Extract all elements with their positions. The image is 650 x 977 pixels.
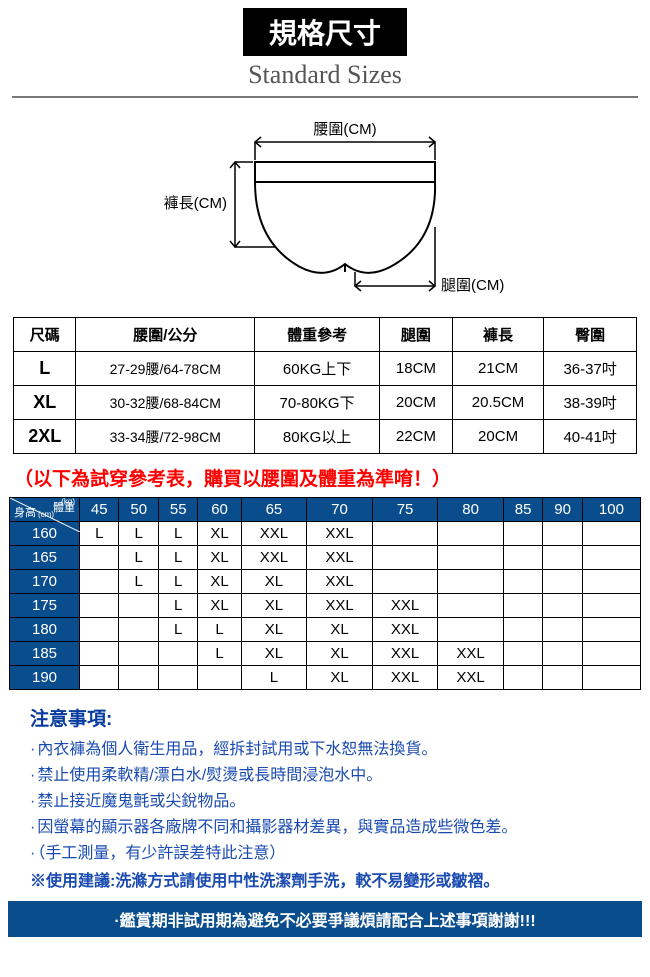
weight-header: 65 (241, 498, 307, 522)
height-header: 185 (10, 642, 80, 666)
notes-block: 注意事項: 內衣褲為個人衛生用品，經拆封試用或下水恕無法換貨。禁止使用柔軟精/漂… (30, 704, 620, 891)
title-en: Standard Sizes (0, 60, 650, 90)
height-header: 170 (10, 570, 80, 594)
height-header: 165 (10, 546, 80, 570)
weight-header: 75 (372, 498, 438, 522)
table-row: 185LXLXLXXLXXL (10, 642, 641, 666)
spec-header: 腿圍 (380, 318, 453, 352)
leg-label: 腿圍(CM) (441, 277, 504, 294)
notes-title: 注意事項: (30, 704, 620, 731)
usage-advice: ※使用建議:洗滌方式請使用中性洗潔劑手洗，較不易變形或皺褶。 (30, 867, 620, 891)
table-row: 2XL33-34腰/72-98CM80KG以上22CM20CM40-41吋 (14, 420, 637, 454)
note-item: 禁止使用柔軟精/漂白水/熨燙或長時間浸泡水中。 (30, 761, 620, 785)
length-label: 褲長(CM) (164, 195, 227, 212)
table-row: XL30-32腰/68-84CM70-80KG下20CM20.5CM38-39吋 (14, 386, 637, 420)
table-row: 175LXLXLXXLXXL (10, 594, 641, 618)
table-row: 160LLLXLXXLXXL (10, 522, 641, 546)
weight-header: 55 (158, 498, 197, 522)
weight-header: 60 (198, 498, 241, 522)
weight-header: 85 (503, 498, 542, 522)
note-item: 內衣褲為個人衛生用品，經拆封試用或下水恕無法換貨。 (30, 735, 620, 759)
height-header: 190 (10, 666, 80, 690)
height-header: 180 (10, 618, 80, 642)
spec-header: 尺碼 (14, 318, 76, 352)
spec-header: 臀圍 (544, 318, 637, 352)
note-item: 因螢幕的顯示器各廠牌不同和攝影器材差異，與實品造成些微色差。 (30, 813, 620, 837)
table-row: 165LLXLXXLXXL (10, 546, 641, 570)
title-zh: 規格尺寸 (243, 8, 407, 56)
weight-header: 90 (543, 498, 582, 522)
fit-table: 體重 (kg) 身高 (cm) 45505560657075808590100 … (9, 497, 641, 690)
weight-header: 50 (119, 498, 158, 522)
height-header: 175 (10, 594, 80, 618)
table-row: L27-29腰/64-78CM60KG上下18CM21CM36-37吋 (14, 352, 637, 386)
table-row: 170LLXLXLXXL (10, 570, 641, 594)
fit-note: （以下為試穿參考表，購買以腰圍及體重為準唷！） (14, 464, 636, 491)
notes-list: 內衣褲為個人衛生用品，經拆封試用或下水恕無法換貨。禁止使用柔軟精/漂白水/熨燙或… (30, 735, 620, 863)
title-block: 規格尺寸 Standard Sizes (0, 8, 650, 90)
size-diagram: 腰圍(CM) 褲長(CM) 腿圍(CM) (0, 112, 650, 307)
spec-header: 體重參考 (255, 318, 380, 352)
note-item: （手工測量，有少許誤差特此注意） (30, 839, 620, 863)
fit-corner: 體重 (kg) 身高 (cm) (10, 498, 80, 522)
footer-bar: ·鑑賞期非試用期為避免不必要爭議煩請配合上述事項謝謝!!! (8, 901, 642, 937)
weight-header: 80 (438, 498, 504, 522)
table-row: 190LXLXXLXXL (10, 666, 641, 690)
spec-header: 腰圍/公分 (76, 318, 255, 352)
weight-header: 70 (307, 498, 373, 522)
weight-header: 100 (582, 498, 640, 522)
title-separator (12, 96, 638, 98)
weight-header: 45 (80, 498, 119, 522)
table-row: 180LLXLXLXXL (10, 618, 641, 642)
waist-label: 腰圍(CM) (313, 121, 376, 138)
note-item: 禁止接近魔鬼氈或尖銳物品。 (30, 787, 620, 811)
spec-table: 尺碼腰圍/公分體重參考腿圍褲長臀圍 L27-29腰/64-78CM60KG上下1… (13, 317, 637, 454)
spec-header: 褲長 (452, 318, 543, 352)
